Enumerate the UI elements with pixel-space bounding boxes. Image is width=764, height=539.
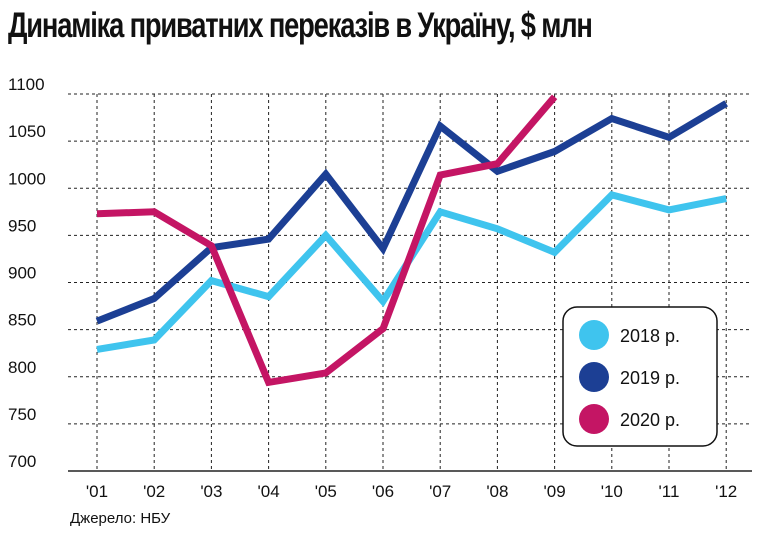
legend-label: 2019 р.: [620, 368, 680, 388]
legend-swatch: [579, 404, 609, 434]
x-tick-label: '12: [715, 482, 737, 501]
legend-swatch: [579, 320, 609, 350]
x-tick-label: '03: [200, 482, 222, 501]
y-tick-label: 1100: [8, 75, 45, 94]
legend-label: 2020 р.: [620, 410, 680, 430]
y-tick-label: 800: [8, 358, 36, 377]
x-tick-label: '11: [659, 482, 680, 501]
x-tick-label: '08: [486, 482, 508, 501]
legend: 2018 р. 2019 р. 2020 р.: [562, 306, 718, 447]
x-tick-label: '06: [372, 482, 394, 501]
y-tick-label: 1050: [8, 122, 46, 141]
x-tick-label: '02: [143, 482, 165, 501]
x-tick-label: '01: [86, 482, 108, 501]
y-tick-label: 750: [8, 405, 36, 424]
y-tick-label: 950: [8, 216, 36, 235]
chart-title: Динаміка приватних переказів в Україну, …: [8, 6, 593, 45]
x-tick-label: '10: [601, 482, 623, 501]
x-tick-label: '04: [258, 482, 280, 501]
legend-swatch: [579, 362, 609, 392]
source-note: Джерело: НБУ: [70, 510, 171, 527]
y-tick-label: 700: [8, 452, 36, 471]
x-tick-label: '09: [544, 482, 566, 501]
y-tick-label: 850: [8, 311, 36, 330]
series-line-2: [95, 100, 728, 325]
y-tick-label: 1000: [8, 169, 46, 188]
series-lines: [95, 94, 728, 387]
x-axis-ticks: '01 '02 '03 '04 '05 '06 '07 '08 '09 '10 '11 '12: [86, 482, 737, 501]
x-tick-label: '07: [429, 482, 451, 501]
legend-label: 2018 р.: [620, 326, 680, 346]
series-line-3: [96, 94, 558, 387]
y-tick-label: 900: [8, 264, 36, 283]
x-tick-label: '05: [315, 482, 337, 501]
y-axis-ticks: 1100 1050 1000 950 900 850 800 750 700: [8, 75, 46, 471]
